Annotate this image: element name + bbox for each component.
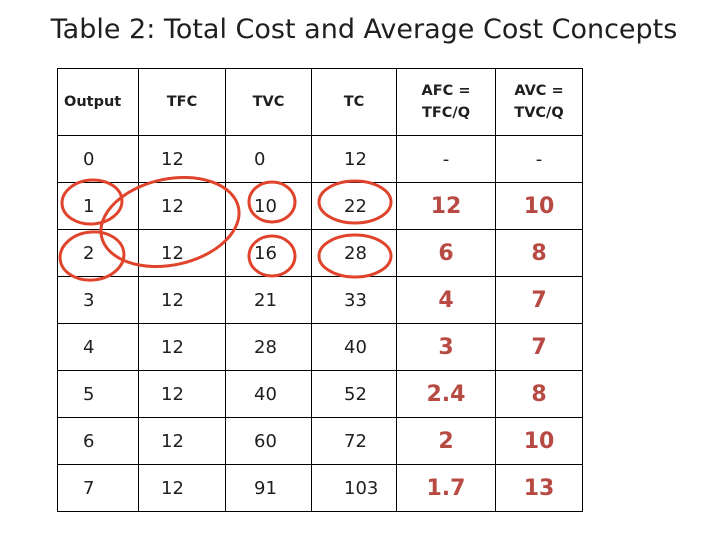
cell-afc: 4 <box>396 276 496 324</box>
cell-tfc: 12 <box>138 323 226 371</box>
cell-tc: 52 <box>311 370 397 418</box>
cell-output: 1 <box>57 182 139 230</box>
cell-output: 2 <box>57 229 139 277</box>
table-row: 7 12 91 103 1.7 13 <box>57 464 583 512</box>
cell-tc: 12 <box>311 135 397 183</box>
cell-output: 3 <box>57 276 139 324</box>
cell-tvc: 10 <box>225 182 312 230</box>
cell-tvc: 21 <box>225 276 312 324</box>
cell-avc: 8 <box>495 370 583 418</box>
cell-tvc: 40 <box>225 370 312 418</box>
cell-afc: - <box>396 135 496 183</box>
cell-tvc: 91 <box>225 464 312 512</box>
cell-tfc: 12 <box>138 464 226 512</box>
cell-tvc: 0 <box>225 135 312 183</box>
cell-tfc: 12 <box>138 276 226 324</box>
header-output: Output <box>57 68 139 136</box>
cell-tc: 33 <box>311 276 397 324</box>
cell-afc: 6 <box>396 229 496 277</box>
table-row: 2 12 16 28 6 8 <box>57 229 583 277</box>
cell-tc: 72 <box>311 417 397 465</box>
table-row: 5 12 40 52 2.4 8 <box>57 370 583 418</box>
cell-afc: 12 <box>396 182 496 230</box>
cell-output: 4 <box>57 323 139 371</box>
cell-tvc: 28 <box>225 323 312 371</box>
cell-avc: - <box>495 135 583 183</box>
header-tvc: TVC <box>225 68 312 136</box>
page-title: Table 2: Total Cost and Average Cost Con… <box>50 14 678 45</box>
cell-avc: 8 <box>495 229 583 277</box>
cell-afc: 3 <box>396 323 496 371</box>
cost-table: Output TFC TVC TC AFC = TFC/Q AVC = TVC/Q … <box>57 68 583 512</box>
cell-afc: 2.4 <box>396 370 496 418</box>
cell-output: 6 <box>57 417 139 465</box>
cell-tc: 103 <box>311 464 397 512</box>
cell-tvc: 60 <box>225 417 312 465</box>
header-afc: AFC = TFC/Q <box>396 68 496 136</box>
cell-tfc: 12 <box>138 182 226 230</box>
cell-tfc: 12 <box>138 417 226 465</box>
cell-tc: 40 <box>311 323 397 371</box>
cell-avc: 7 <box>495 276 583 324</box>
table-row: 6 12 60 72 2 10 <box>57 417 583 465</box>
table-row: 4 12 28 40 3 7 <box>57 323 583 371</box>
cell-tc: 28 <box>311 229 397 277</box>
table-row: 3 12 21 33 4 7 <box>57 276 583 324</box>
cell-avc: 7 <box>495 323 583 371</box>
header-tc: TC <box>311 68 397 136</box>
cell-afc: 2 <box>396 417 496 465</box>
header-tfc: TFC <box>138 68 226 136</box>
cell-tc: 22 <box>311 182 397 230</box>
cell-avc: 10 <box>495 417 583 465</box>
table-row: 0 12 0 12- - <box>57 135 583 183</box>
cell-output: 7 <box>57 464 139 512</box>
cell-output: 5 <box>57 370 139 418</box>
cell-tfc: 12 <box>138 229 226 277</box>
cell-avc: 13 <box>495 464 583 512</box>
table-row: 1 12 10 22 12 10 <box>57 182 583 230</box>
cell-tfc: 12 <box>138 135 226 183</box>
header-avc: AVC = TVC/Q <box>495 68 583 136</box>
cell-tfc: 12 <box>138 370 226 418</box>
cell-afc: 1.7 <box>396 464 496 512</box>
cell-avc: 10 <box>495 182 583 230</box>
cell-output: 0 <box>57 135 139 183</box>
cell-tvc: 16 <box>225 229 312 277</box>
header-row: Output TFC TVC TC AFC = TFC/Q AVC = TVC/Q <box>57 68 583 136</box>
